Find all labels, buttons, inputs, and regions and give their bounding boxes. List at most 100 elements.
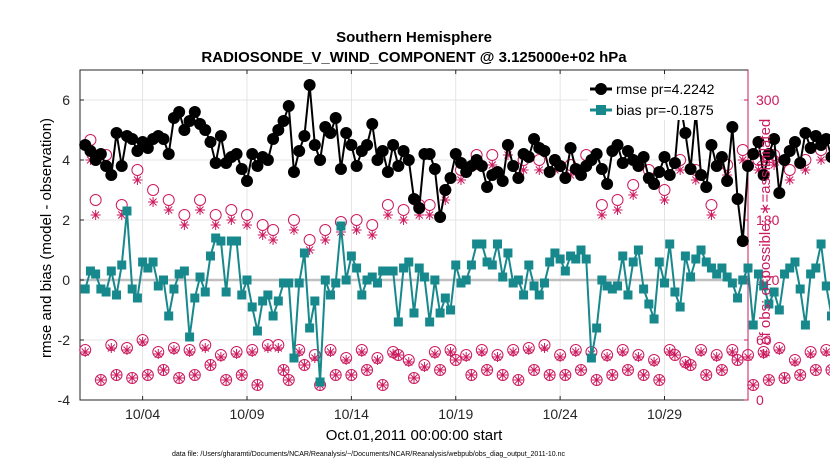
obs-assimilated-marker [309, 353, 320, 363]
obs-assimilated-marker [419, 362, 430, 372]
bias-point [654, 257, 664, 267]
bias-point [597, 275, 607, 285]
obs-assimilated-marker [649, 357, 660, 367]
obs-possible-marker [141, 369, 154, 381]
bias-point [289, 353, 299, 363]
bias-point [576, 245, 586, 255]
bias-point [816, 239, 826, 249]
bias-point [571, 254, 581, 264]
obs-possible-marker [794, 369, 807, 381]
bias-point [205, 251, 215, 261]
bias-point [341, 275, 351, 285]
rmse-point [387, 139, 400, 151]
bias-point [780, 269, 790, 279]
obs-assimilated-marker [163, 205, 174, 215]
obs-assimilated-marker [748, 380, 759, 390]
bias-point [821, 281, 830, 291]
obs-assimilated-marker [497, 370, 508, 380]
y-right-tick-label: 180 [756, 212, 780, 228]
bias-point [159, 275, 168, 285]
rmse-point [752, 136, 765, 148]
bias-point [513, 275, 523, 285]
obs-possible-marker [747, 379, 760, 391]
bias-point [639, 284, 649, 294]
bias-point [393, 317, 403, 327]
rmse-point [308, 139, 321, 151]
rmse-point [809, 130, 822, 142]
y-right-tick-label: 300 [756, 92, 780, 108]
rmse-point [554, 160, 567, 172]
bias-point [372, 278, 382, 288]
bias-point [811, 263, 821, 273]
obs-assimilated-marker [758, 349, 769, 359]
bias-point [660, 278, 669, 288]
obs-assimilated-marker [508, 347, 519, 357]
obs-possible-marker [298, 359, 311, 371]
obs-assimilated-marker [612, 205, 623, 215]
bias-point [461, 275, 471, 285]
obs-assimilated-marker [779, 373, 790, 383]
obs-assimilated-marker [701, 370, 712, 380]
rmse-point [564, 142, 577, 154]
obs-assimilated-marker [570, 347, 581, 357]
rmse-point [684, 163, 697, 175]
rmse-point [512, 172, 525, 184]
obs-possible-marker [251, 379, 264, 391]
bias-point [722, 272, 732, 282]
x-tick-label: 10/24 [543, 406, 578, 422]
bias-point [388, 266, 398, 276]
obs-assimilated-marker [607, 370, 618, 380]
obs-assimilated-marker [539, 343, 550, 353]
bias-point [539, 278, 549, 288]
obs-assimilated-marker [513, 375, 524, 385]
obs-assimilated-marker [565, 170, 576, 180]
bias-point [691, 254, 701, 264]
rmse-point [272, 124, 285, 136]
bias-point [670, 287, 680, 297]
obs-assimilated-marker [278, 365, 289, 375]
bias-point [534, 290, 544, 300]
rmse-point [324, 127, 337, 139]
bias-point [733, 293, 743, 303]
bias-point [331, 278, 341, 288]
obs-assimilated-marker [111, 370, 122, 380]
bias-point [785, 263, 795, 273]
obs-possible-marker [559, 369, 572, 381]
rmse-point [726, 121, 739, 133]
rmse-point [334, 163, 347, 175]
obs-possible-marker [465, 369, 478, 381]
obs-possible-marker [147, 184, 160, 196]
obs-assimilated-marker [628, 190, 639, 200]
obs-assimilated-marker [534, 165, 545, 175]
obs-assimilated-marker [330, 370, 341, 380]
obs-assimilated-marker [179, 220, 190, 230]
bias-point [409, 308, 419, 318]
bias-point [446, 305, 456, 315]
bias-point [399, 263, 409, 273]
obs-possible-marker [345, 369, 358, 381]
obs-assimilated-marker [743, 352, 753, 362]
rmse-point [277, 115, 290, 127]
rmse-point [141, 142, 154, 154]
bias-point [738, 275, 748, 285]
bias-point [195, 272, 205, 282]
bias-point [310, 296, 320, 306]
x-axis-label: Oct.01,2011 00:00:00 start [326, 427, 503, 444]
rmse-point [658, 151, 671, 163]
bias-point [827, 311, 830, 321]
rmse-point [705, 139, 718, 151]
bias-point [101, 287, 111, 297]
bias-point [628, 257, 638, 267]
bias-point [367, 272, 377, 282]
bias-point [498, 272, 508, 282]
obs-assimilated-marker [184, 347, 195, 357]
obs-possible-marker [188, 369, 201, 381]
bias-point [336, 221, 346, 231]
obs-assimilated-marker [236, 370, 247, 380]
rmse-point [559, 172, 572, 184]
bias-point [649, 314, 659, 324]
legend-bias-marker [596, 105, 606, 115]
bias-point [174, 269, 184, 279]
bias-point [790, 257, 800, 267]
